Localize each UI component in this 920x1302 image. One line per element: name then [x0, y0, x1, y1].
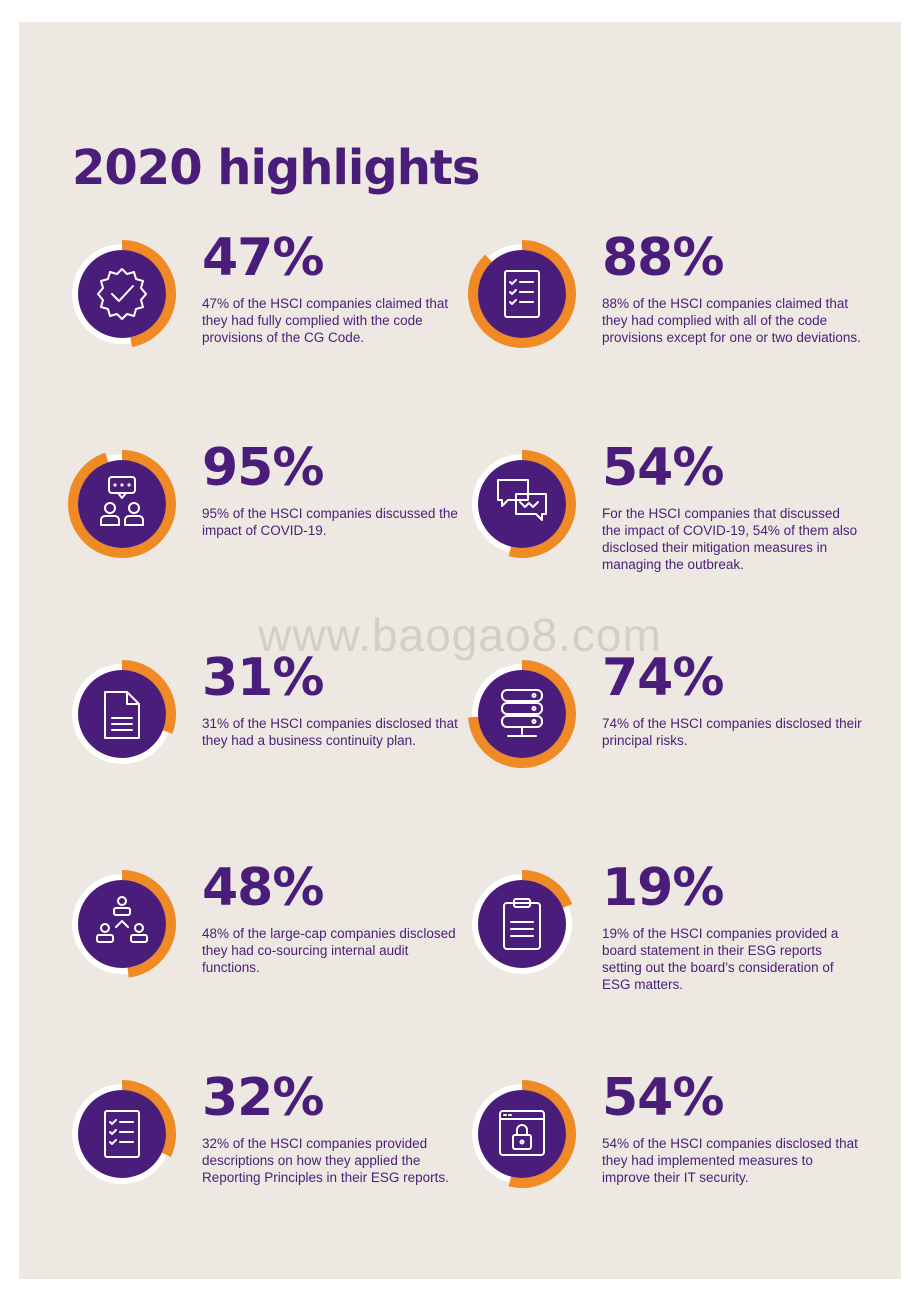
- ring-progress: [508, 1080, 576, 1188]
- org-chart-icon: [96, 896, 148, 943]
- ring-progress: [122, 870, 176, 978]
- stat-description: 47% of the HSCI companies claimed that t…: [202, 296, 449, 345]
- stat-value: 19%: [602, 858, 724, 918]
- checklist-icon: [104, 1110, 140, 1158]
- stat-card: 95% 95% of the HSCI companies discussed …: [68, 438, 468, 630]
- stat-description: 19% of the HSCI companies provided a boa…: [602, 926, 839, 992]
- stat-card: 48% 48% of the large-cap companies discl…: [68, 858, 468, 1050]
- stat-value: 88%: [602, 228, 724, 288]
- stat-card: 88% 88% of the HSCI companies claimed th…: [468, 228, 868, 420]
- progress-ring: [72, 240, 176, 348]
- stat-card: 32% 32% of the HSCI companies provided d…: [68, 1068, 468, 1260]
- progress-ring: [472, 450, 576, 558]
- stat-card: 31% 31% of the HSCI companies disclosed …: [68, 648, 468, 840]
- stat-card: 54% For the HSCI companies that discusse…: [468, 438, 868, 630]
- progress-ring: [72, 1080, 176, 1184]
- stat-value: 74%: [602, 648, 724, 708]
- progress-ring: [72, 870, 176, 978]
- stat-value: 54%: [602, 1068, 724, 1128]
- progress-ring: [472, 1080, 576, 1188]
- stat-card: 54% 54% of the HSCI companies disclosed …: [468, 1068, 868, 1260]
- stat-description: 48% of the large-cap companies disclosed…: [202, 926, 456, 975]
- stat-card: 47% 47% of the HSCI companies claimed th…: [68, 228, 468, 420]
- stat-description: 74% of the HSCI companies disclosed thei…: [602, 716, 862, 748]
- stat-description: 88% of the HSCI companies claimed that t…: [602, 296, 861, 345]
- stat-description: 31% of the HSCI companies disclosed that…: [202, 716, 458, 748]
- ring-center: [78, 1090, 166, 1178]
- ring-center: [478, 880, 566, 968]
- clipboard-icon: [503, 898, 541, 950]
- browser-lock-icon: [499, 1110, 545, 1156]
- stat-description: 32% of the HSCI companies provided descr…: [202, 1136, 449, 1185]
- stat-value: 48%: [202, 858, 324, 918]
- progress-ring: [472, 870, 573, 974]
- ring-center: [78, 880, 166, 968]
- discussion-people-icon: [100, 476, 144, 526]
- ring-center: [78, 250, 166, 338]
- ring-progress: [122, 240, 176, 348]
- stat-description: For the HSCI companies that discussed th…: [602, 506, 858, 572]
- progress-ring: [468, 660, 576, 768]
- ring-center: [78, 670, 166, 758]
- chat-bubbles-icon: [497, 479, 547, 521]
- ring-center: [478, 250, 566, 338]
- watermark: www.baogao8.com: [258, 609, 662, 661]
- stat-description: 54% of the HSCI companies disclosed that…: [602, 1136, 858, 1185]
- page-background: [19, 22, 901, 1279]
- stat-value: 31%: [202, 648, 324, 708]
- stat-value: 47%: [202, 228, 324, 288]
- stat-description: 95% of the HSCI companies discussed the …: [202, 506, 458, 538]
- ring-progress: [508, 450, 576, 558]
- certified-check-icon: [97, 268, 147, 320]
- stat-card: 74% 74% of the HSCI companies disclosed …: [468, 648, 868, 840]
- progress-ring: [468, 240, 576, 348]
- server-icon: [501, 689, 543, 737]
- ring-progress: [122, 660, 176, 734]
- checklist-icon: [504, 270, 540, 318]
- document-icon: [104, 691, 140, 739]
- stat-value: 32%: [202, 1068, 324, 1128]
- stat-card: 19% 19% of the HSCI companies provided a…: [468, 858, 868, 1050]
- ring-progress: [522, 870, 573, 908]
- page-title: 2020 highlights: [72, 140, 480, 196]
- ring-progress: [122, 1080, 176, 1157]
- stat-value: 95%: [202, 438, 324, 498]
- stat-value: 54%: [602, 438, 724, 498]
- progress-ring: [72, 660, 176, 764]
- ring-center: [78, 460, 166, 548]
- progress-ring: [68, 450, 176, 558]
